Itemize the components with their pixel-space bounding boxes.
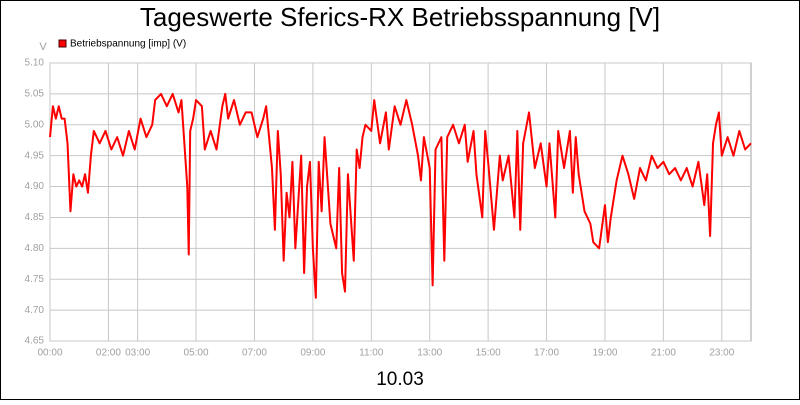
x-tick-label: 13:00 (417, 348, 442, 359)
y-tick-label: 5.00 (25, 119, 45, 130)
x-tick-label: 00:00 (37, 348, 62, 359)
legend-label: Betriebspannung [imp] (V) (70, 39, 186, 50)
y-tick-label: 5.05 (25, 89, 45, 100)
x-tick-label: 03:00 (125, 348, 150, 359)
x-tick-label: 05:00 (184, 348, 209, 359)
legend: Betriebspannung [imp] (V) (58, 39, 186, 50)
x-tick-label: 07:00 (242, 348, 267, 359)
marks (49, 92, 752, 299)
grid: 4.65 4.70 4.75 4.80 4.85 4.90 4.95 5.00 5.05 5.10… (25, 58, 751, 359)
x-axis-label: 10.03 (376, 369, 424, 390)
y-tick-label: 4.65 (25, 336, 45, 347)
y-tick-label: 4.85 (25, 212, 45, 223)
x-tick-label: 19:00 (592, 348, 617, 359)
y-tick-label: 4.90 (25, 181, 45, 192)
y-tick-label: 4.75 (25, 274, 45, 285)
data-line (49, 92, 752, 299)
x-tick-label: 15:00 (476, 348, 501, 359)
chart-title: Tageswerte Sferics-RX Betriebsspannung [… (140, 2, 660, 32)
y-tick-label: 5.10 (25, 58, 45, 69)
plot-area (49, 62, 752, 342)
x-tick-label: 02:00 (96, 348, 121, 359)
x-tick-label: 21:00 (651, 348, 676, 359)
x-tick-label: 11:00 (359, 348, 384, 359)
x-tick-label: 17:00 (534, 348, 559, 359)
x-tick-label: 09:00 (300, 348, 325, 359)
legend-swatch (58, 39, 67, 48)
x-tick-label: 23:00 (709, 348, 734, 359)
y-tick-label: 4.80 (25, 243, 45, 254)
y-axis-label: V (39, 41, 47, 53)
y-tick-label: 4.70 (25, 305, 45, 316)
y-tick-label: 4.95 (25, 150, 45, 161)
